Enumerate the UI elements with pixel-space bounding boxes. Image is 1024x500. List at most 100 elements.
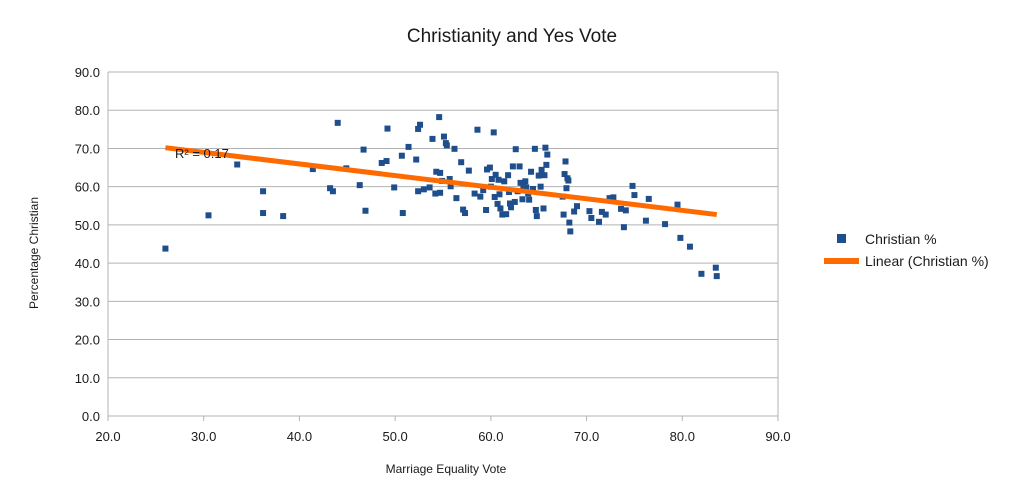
axes: [107, 72, 779, 421]
x-tick-label: 90.0: [765, 429, 790, 444]
data-point: [432, 190, 439, 197]
data-point: [480, 187, 487, 194]
data-point: [533, 213, 540, 220]
data-point: [205, 212, 212, 219]
data-point: [260, 188, 267, 195]
data-point: [541, 172, 548, 179]
data-point: [417, 121, 424, 128]
data-point: [528, 168, 535, 175]
data-point: [436, 114, 443, 121]
data-point: [356, 182, 363, 189]
legend-label-linear: Linear (Christian %): [865, 253, 989, 269]
y-tick-labels: 0.0 10.0 20.0 30.0 40.0 50.0 60.0 70.0 80.0 90.0: [75, 65, 100, 424]
data-point: [486, 164, 493, 171]
data-point: [698, 270, 705, 277]
data-point: [483, 206, 490, 213]
data-point: [598, 208, 605, 215]
data-point: [329, 188, 336, 195]
data-point: [674, 201, 681, 208]
data-point: [544, 151, 551, 158]
y-tick-label: 70.0: [75, 141, 100, 156]
data-point: [447, 183, 454, 190]
legend: Christian % Linear (Christian %): [824, 231, 989, 269]
data-point: [477, 193, 484, 200]
data-point: [610, 194, 617, 201]
data-point: [686, 243, 693, 250]
data-point: [509, 163, 516, 170]
data-point: [391, 184, 398, 191]
data-point: [602, 211, 609, 218]
data-point: [566, 219, 573, 226]
x-tick-label: 30.0: [191, 429, 216, 444]
data-point: [499, 211, 506, 218]
data-point: [453, 195, 460, 202]
data-point: [451, 145, 458, 152]
data-point: [501, 178, 508, 185]
data-points: [162, 114, 720, 280]
legend-marker-linear: [824, 258, 859, 264]
data-point: [606, 195, 613, 202]
data-point: [309, 166, 316, 173]
data-point: [620, 224, 627, 231]
legend-label-christian: Christian %: [865, 231, 937, 247]
data-point: [567, 228, 574, 235]
data-point: [560, 211, 567, 218]
gridlines: [108, 71, 778, 417]
data-point: [496, 191, 503, 198]
data-point: [507, 204, 514, 211]
data-point: [362, 207, 369, 214]
data-point: [474, 126, 481, 133]
data-point: [471, 190, 478, 197]
data-point: [334, 119, 341, 126]
data-point: [494, 200, 501, 207]
data-point: [506, 189, 513, 196]
data-point: [384, 125, 391, 132]
data-point: [507, 200, 513, 207]
data-point: [440, 133, 447, 140]
data-point: [642, 217, 649, 224]
data-point: [383, 158, 390, 165]
data-point: [662, 221, 669, 228]
data-point: [437, 169, 444, 176]
legend-marker-christian: [837, 234, 846, 243]
y-tick-label: 60.0: [75, 180, 100, 195]
data-point: [426, 184, 433, 191]
y-tick-label: 20.0: [75, 333, 100, 348]
data-point: [491, 193, 498, 200]
x-tick-label: 60.0: [478, 429, 503, 444]
x-tick-labels: 20.0 30.0 40.0 50.0 60.0 70.0 80.0 90.0: [95, 429, 790, 444]
x-tick-label: 70.0: [574, 429, 599, 444]
data-point: [629, 182, 636, 189]
data-point: [443, 142, 450, 149]
data-point: [532, 206, 539, 213]
data-point: [522, 178, 529, 185]
data-point: [378, 159, 385, 166]
data-point: [523, 184, 530, 191]
x-tick-label: 80.0: [670, 429, 695, 444]
data-point: [588, 215, 595, 222]
data-point: [622, 207, 629, 214]
data-point: [563, 185, 570, 192]
data-point: [512, 146, 519, 153]
data-point: [503, 211, 510, 218]
trendline-line: [165, 145, 718, 218]
data-point: [631, 192, 638, 199]
data-point: [511, 198, 518, 205]
data-point: [505, 172, 512, 179]
data-point: [497, 205, 504, 212]
data-point: [529, 185, 536, 192]
data-point: [535, 172, 542, 179]
r-squared-label: R² = 0.17: [175, 146, 229, 161]
data-point: [596, 218, 603, 225]
y-tick-label: 30.0: [75, 294, 100, 309]
data-point: [234, 161, 241, 168]
x-tick-label: 50.0: [382, 429, 407, 444]
data-point: [526, 196, 533, 203]
data-point: [538, 166, 545, 173]
x-axis-label: Marriage Equality Vote: [386, 462, 507, 476]
y-tick-label: 0.0: [82, 409, 100, 424]
data-point: [398, 152, 405, 159]
data-point: [574, 203, 580, 210]
data-point: [543, 161, 550, 168]
